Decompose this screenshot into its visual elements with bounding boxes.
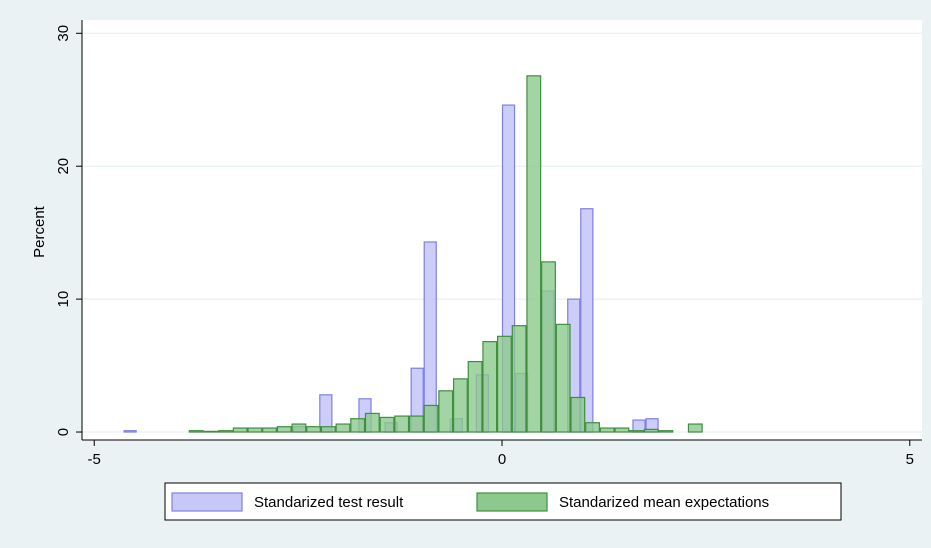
- x-tick-label: 5: [906, 451, 914, 468]
- histogram-bar: [262, 427, 278, 433]
- histogram-bar: [438, 390, 454, 433]
- histogram-bar: [423, 404, 439, 433]
- x-tick-label: -5: [88, 451, 101, 468]
- y-tick-label: 10: [55, 291, 72, 308]
- histogram-bar: [218, 430, 233, 433]
- histogram-bar: [123, 430, 137, 433]
- histogram-bar: [364, 412, 380, 433]
- histogram-bar: [526, 75, 542, 433]
- legend: [164, 482, 842, 521]
- histogram-bar: [350, 418, 366, 433]
- histogram-bar: [408, 415, 424, 433]
- histogram-bar: [643, 428, 659, 433]
- histogram-bar: [629, 430, 645, 433]
- histogram-bar: [658, 430, 674, 433]
- legend-swatch: [171, 492, 243, 512]
- y-tick-label: 20: [55, 158, 72, 175]
- histogram-bar: [687, 423, 703, 433]
- legend-label: Standarized mean expectations: [559, 494, 769, 511]
- histogram-bar: [203, 430, 219, 433]
- histogram-bar: [555, 323, 571, 433]
- histogram-bar: [497, 335, 512, 433]
- y-axis-label: Percent: [31, 205, 48, 258]
- histogram-bar: [541, 261, 556, 433]
- legend-swatch: [476, 492, 548, 512]
- histogram-bar: [614, 427, 630, 433]
- histogram-bar: [467, 360, 483, 433]
- histogram-bar: [599, 427, 615, 433]
- histogram-bar: [394, 415, 410, 433]
- histogram-bar: [511, 325, 527, 433]
- legend-label: Standarized test result: [254, 494, 404, 511]
- histogram-bar: [247, 427, 263, 433]
- histogram-bar: [320, 426, 336, 433]
- y-tick-label: 30: [55, 25, 72, 42]
- histogram-bar: [570, 396, 586, 433]
- histogram-bar: [276, 426, 292, 433]
- histogram-bar: [585, 422, 600, 433]
- histogram-bar: [423, 241, 437, 433]
- histogram-bar: [291, 423, 307, 433]
- histogram-bar: [188, 430, 204, 433]
- histogram-bar: [379, 416, 395, 433]
- histogram-bar: [335, 423, 351, 433]
- x-tick-label: 0: [498, 451, 506, 468]
- histogram-bar: [306, 426, 322, 433]
- histogram-bar: [482, 341, 498, 433]
- y-tick-label: 0: [55, 428, 72, 436]
- histogram-bar: [232, 427, 248, 433]
- histogram-bar: [452, 378, 468, 433]
